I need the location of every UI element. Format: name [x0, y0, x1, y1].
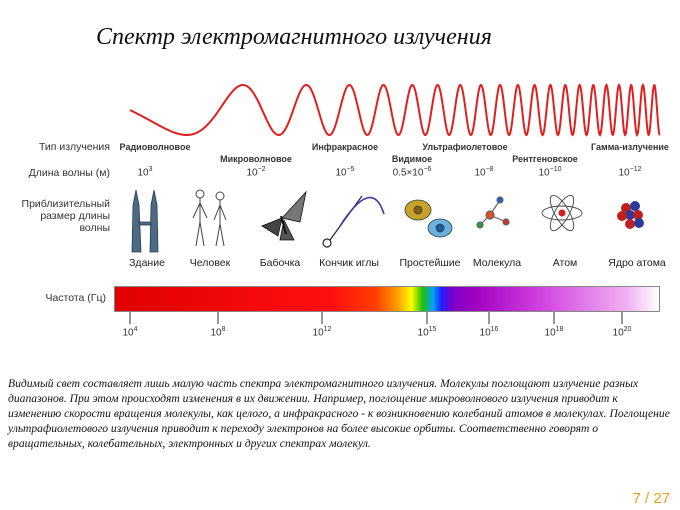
radiation-type-label: Ультрафиолетовое — [422, 142, 508, 152]
object-label: Человек — [189, 257, 231, 269]
nucleus-icon — [617, 201, 644, 229]
atom-icon — [541, 194, 583, 232]
power-base: 10 — [122, 327, 134, 339]
row-label-wavelength: Длина волны (м) — [28, 167, 110, 179]
object-label: Кончик иглы — [319, 257, 379, 269]
row-label-size: Приблизительный размер длины волны — [21, 198, 110, 234]
power-exponent: 16 — [490, 326, 499, 333]
object-label: Бабочка — [259, 257, 301, 269]
power-exponent: 18 — [555, 326, 564, 333]
description-paragraph: Видимый свет составляет лишь малую часть… — [8, 377, 670, 450]
radiation-type-label: Видимое — [391, 154, 433, 164]
power-base: 10 — [335, 167, 347, 179]
slide-title: Спектр электромагнитного излучения — [96, 24, 492, 50]
frequency-value: 1020 — [613, 326, 632, 338]
radiation-type-label: Микроволновое — [220, 154, 292, 164]
object-label: Ядро атома — [608, 257, 666, 269]
power-base: 10 — [312, 327, 324, 339]
frequency-value: 104 — [122, 326, 137, 338]
em-wave — [129, 83, 661, 137]
power-exponent: −6 — [423, 166, 432, 173]
power-base: 10 — [210, 327, 222, 339]
frequency-value: 1012 — [313, 326, 332, 338]
power-base: 10 — [246, 167, 258, 179]
power-exponent: −8 — [485, 166, 494, 173]
frequency-spectrum-bar — [114, 286, 660, 312]
power-exponent: 3 — [148, 166, 153, 173]
needle-icon — [322, 195, 385, 248]
power-base: 10 — [417, 327, 429, 339]
power-exponent: −2 — [257, 166, 266, 173]
power-exponent: 12 — [323, 326, 332, 333]
wavelength-value: 10−8 — [474, 166, 493, 178]
power-base: 0.5×10 — [392, 167, 424, 179]
frequency-value: 1015 — [418, 326, 437, 338]
power-base: 10 — [137, 167, 149, 179]
frequency-value: 1018 — [545, 326, 564, 338]
row-label-frequency: Частота (Гц) — [45, 292, 106, 304]
molecule-icon — [476, 196, 510, 229]
protozoa-icon — [404, 199, 453, 238]
power-exponent: 15 — [428, 326, 437, 333]
wavelength-value: 10−12 — [619, 166, 642, 178]
radiation-type-label: Инфракрасное — [311, 142, 379, 152]
object-label: Простейшие — [399, 257, 461, 269]
power-base: 10 — [538, 167, 550, 179]
radiation-type-label: Рентгеновское — [512, 154, 578, 164]
object-label: Здание — [129, 257, 165, 269]
object-label: Молекула — [472, 257, 522, 269]
power-exponent: −5 — [346, 166, 355, 173]
row-label-type: Тип излучения — [38, 141, 110, 153]
power-base: 10 — [618, 167, 630, 179]
wavelength-value: 10−10 — [539, 166, 562, 178]
radiation-type-label: Гамма-излучение — [591, 142, 669, 152]
power-exponent: 4 — [133, 326, 138, 333]
wavelength-value: 0.5×10−6 — [393, 166, 432, 178]
butterfly-icon — [261, 190, 307, 241]
frequency-value: 108 — [210, 326, 225, 338]
page-number: 7 / 27 — [632, 490, 670, 507]
power-exponent: 20 — [623, 326, 632, 333]
wavelength-value: 10−2 — [246, 166, 265, 178]
frequency-value: 1016 — [480, 326, 499, 338]
power-exponent: 8 — [221, 326, 226, 333]
wavelength-value: 10−5 — [335, 166, 354, 178]
power-base: 10 — [479, 327, 491, 339]
human-icon — [192, 189, 227, 247]
power-exponent: −12 — [629, 166, 642, 173]
power-base: 10 — [544, 327, 556, 339]
wavelength-value: 103 — [137, 166, 152, 178]
building-icon — [131, 189, 159, 253]
power-base: 10 — [474, 167, 486, 179]
power-exponent: −10 — [549, 166, 562, 173]
radiation-type-label: Радиоволновое — [119, 142, 191, 152]
power-base: 10 — [612, 327, 624, 339]
object-label: Атом — [552, 257, 578, 269]
